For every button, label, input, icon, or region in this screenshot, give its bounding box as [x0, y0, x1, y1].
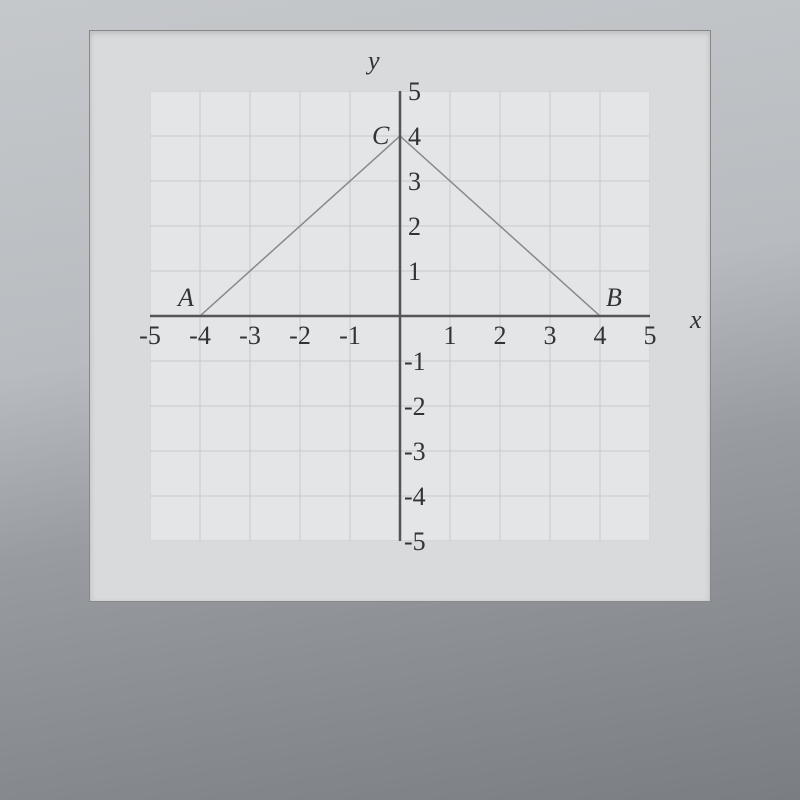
y-axis-label: y	[368, 46, 380, 76]
plot-area: y x -5 -4 -3 -2 -1 1 2 3 4 5 5 4 3 2 1 -…	[150, 91, 650, 541]
x-tick: 5	[636, 321, 664, 351]
y-tick: 5	[408, 77, 436, 107]
x-tick: -1	[332, 321, 368, 351]
y-tick: -4	[404, 482, 444, 512]
x-tick: -5	[132, 321, 168, 351]
x-tick: -3	[232, 321, 268, 351]
y-tick: -1	[404, 347, 444, 377]
x-tick: 2	[486, 321, 514, 351]
x-tick: -2	[282, 321, 318, 351]
y-tick: 2	[408, 212, 436, 242]
y-tick: 3	[408, 167, 436, 197]
y-tick: 1	[408, 257, 436, 287]
x-axis-label: x	[690, 305, 702, 335]
point-label-a: A	[178, 283, 194, 313]
chart-container: y x -5 -4 -3 -2 -1 1 2 3 4 5 5 4 3 2 1 -…	[89, 30, 711, 602]
x-tick: 4	[586, 321, 614, 351]
y-tick: -5	[404, 527, 444, 557]
point-label-b: B	[606, 283, 622, 313]
y-tick: -2	[404, 392, 444, 422]
y-tick: -3	[404, 437, 444, 467]
grid-svg	[150, 91, 650, 541]
x-tick: 3	[536, 321, 564, 351]
y-tick: 4	[408, 122, 436, 152]
x-tick: -4	[182, 321, 218, 351]
point-label-c: C	[372, 121, 389, 151]
